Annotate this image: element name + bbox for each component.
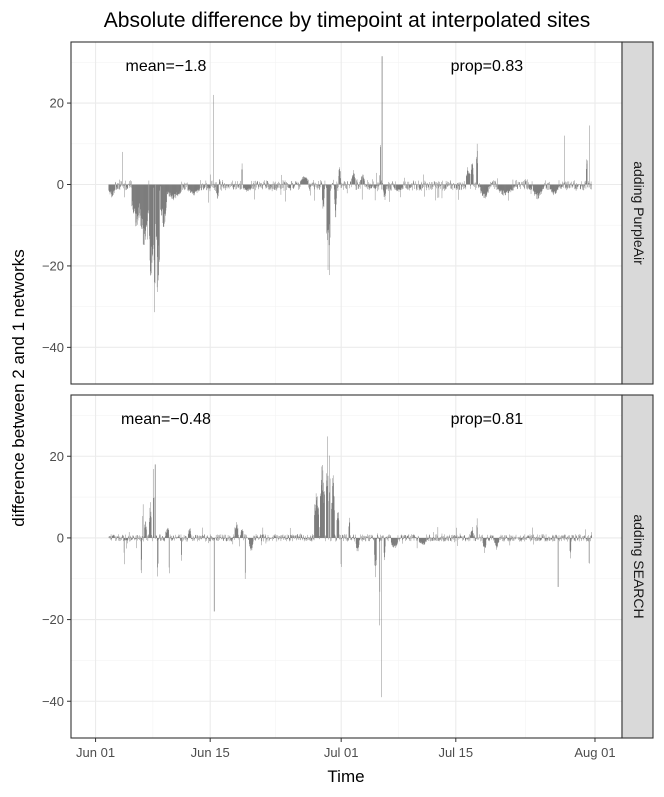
facet-strip-label: adding SEARCH <box>631 514 647 618</box>
x-axis-title: Time <box>327 767 364 786</box>
y-tick-label: 0 <box>57 177 64 192</box>
facet-strip <box>621 41 654 385</box>
bar-series <box>108 436 592 698</box>
facet-strip-label: adding PurpleAir <box>631 161 647 265</box>
prop-annotation: prop=0.83 <box>451 58 524 75</box>
mean-annotation: mean=−1.8 <box>125 58 206 75</box>
x-tick-label: Jul 01 <box>324 745 359 760</box>
y-tick-label: −20 <box>42 612 64 627</box>
y-tick-label: 20 <box>50 449 64 464</box>
y-tick-label: 0 <box>57 530 64 545</box>
panel-adding-search: mean=−0.48 prop=0.81 adding SEARCH −40 −20 0 2… <box>42 394 654 739</box>
y-tick-label: −20 <box>42 258 64 273</box>
x-tick-label: Aug 01 <box>574 745 615 760</box>
y-axis-title: difference between 2 and 1 networks <box>9 249 28 527</box>
panel-background <box>71 395 622 738</box>
x-tick-label: Jul 15 <box>438 745 473 760</box>
mean-annotation: mean=−0.48 <box>121 411 211 428</box>
prop-annotation: prop=0.81 <box>451 411 524 428</box>
x-axis: Jun 01 Jun 15 Jul 01 Jul 15 Aug 01 <box>76 738 616 760</box>
y-tick-label: −40 <box>42 694 64 709</box>
panel-adding-purpleair: mean=−1.8 prop=0.83 adding PurpleAir −40 −20… <box>42 41 654 385</box>
x-tick-label: Jun 01 <box>76 745 115 760</box>
y-tick-label: −40 <box>42 340 64 355</box>
x-tick-label: Jun 15 <box>191 745 230 760</box>
y-tick-label: 20 <box>50 96 64 111</box>
chart-title: Absolute difference by timepoint at inte… <box>104 9 590 32</box>
bar-series <box>108 56 592 313</box>
facet-strip <box>621 394 654 739</box>
